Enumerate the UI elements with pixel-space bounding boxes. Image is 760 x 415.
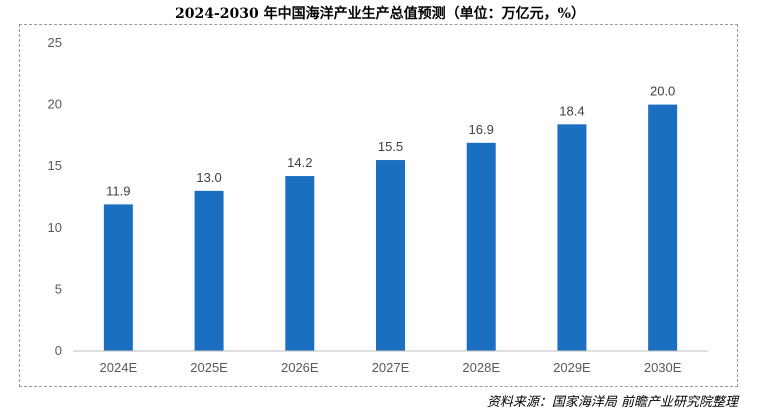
x-tick-label: 2029E (553, 360, 591, 375)
chart-frame (19, 24, 738, 387)
bar (376, 160, 405, 351)
y-tick-label: 25 (48, 35, 62, 50)
bar (285, 176, 315, 351)
x-tick-label: 2030E (644, 360, 682, 375)
x-tick-label: 2024E (100, 360, 138, 375)
chart-title: 2024-2030 年中国海洋产业生产总值预测（单位：万亿元，%） (175, 6, 585, 22)
value-labels-group: 11.9 13.0 14.2 15.5 16.9 18.4 20.0 (106, 84, 675, 199)
bar (103, 204, 133, 351)
x-tick-label: 2026E (281, 360, 319, 375)
bars-group (103, 104, 678, 351)
y-tick-label: 0 (55, 343, 62, 358)
value-label: 18.4 (559, 103, 584, 118)
x-tick-label: 2025E (190, 360, 228, 375)
source-note: 资料来源：国家海洋局 前瞻产业研究院整理 (486, 395, 738, 410)
bar (466, 142, 496, 351)
y-tick-label: 15 (48, 158, 62, 173)
value-label: 16.9 (469, 122, 494, 137)
bar (194, 190, 224, 351)
value-label: 14.2 (287, 155, 312, 170)
x-tick-label: 2028E (462, 360, 500, 375)
value-label: 13.0 (196, 170, 221, 185)
y-tick-label: 10 (48, 220, 62, 235)
x-axis: 2024E 2025E 2026E 2027E 2028E 2029E 2030E (100, 360, 682, 375)
value-label: 15.5 (378, 139, 403, 154)
value-label: 20.0 (650, 84, 675, 99)
y-axis: 0 5 10 15 20 25 (48, 35, 62, 358)
value-label: 11.9 (106, 183, 130, 198)
bar (648, 104, 678, 351)
bar (557, 124, 587, 351)
x-tick-label: 2027E (372, 360, 410, 375)
y-tick-label: 20 (48, 97, 62, 112)
y-tick-label: 5 (55, 281, 62, 296)
